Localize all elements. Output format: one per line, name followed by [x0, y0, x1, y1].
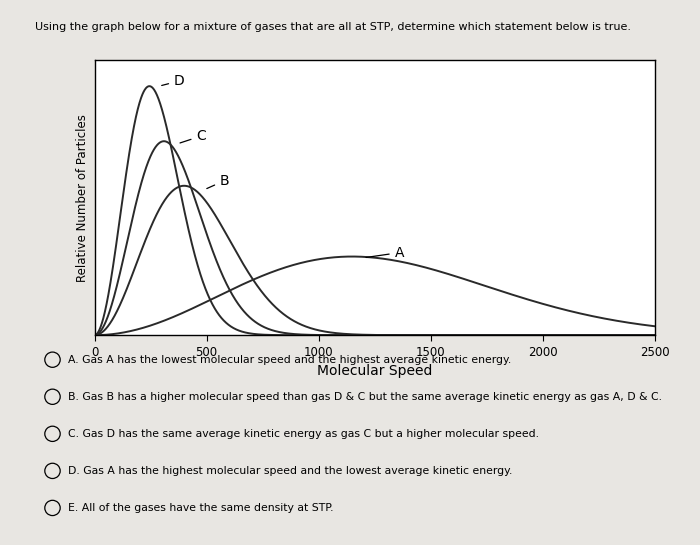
- Text: C: C: [180, 129, 206, 143]
- Text: Using the graph below for a mixture of gases that are all at STP, determine whic: Using the graph below for a mixture of g…: [35, 22, 631, 32]
- Text: B. Gas B has a higher molecular speed than gas D & C but the same average kineti: B. Gas B has a higher molecular speed th…: [68, 392, 662, 402]
- Text: A: A: [366, 246, 404, 259]
- Text: C. Gas D has the same average kinetic energy as gas C but a higher molecular spe: C. Gas D has the same average kinetic en…: [68, 429, 539, 439]
- Text: D: D: [162, 74, 185, 88]
- Text: E. All of the gases have the same density at STP.: E. All of the gases have the same densit…: [68, 503, 333, 513]
- Text: A. Gas A has the lowest molecular speed and the highest average kinetic energy.: A. Gas A has the lowest molecular speed …: [68, 355, 511, 365]
- Text: D. Gas A has the highest molecular speed and the lowest average kinetic energy.: D. Gas A has the highest molecular speed…: [68, 466, 512, 476]
- Text: B: B: [206, 173, 230, 189]
- X-axis label: Molecular Speed: Molecular Speed: [317, 364, 432, 378]
- Y-axis label: Relative Number of Particles: Relative Number of Particles: [76, 113, 89, 282]
